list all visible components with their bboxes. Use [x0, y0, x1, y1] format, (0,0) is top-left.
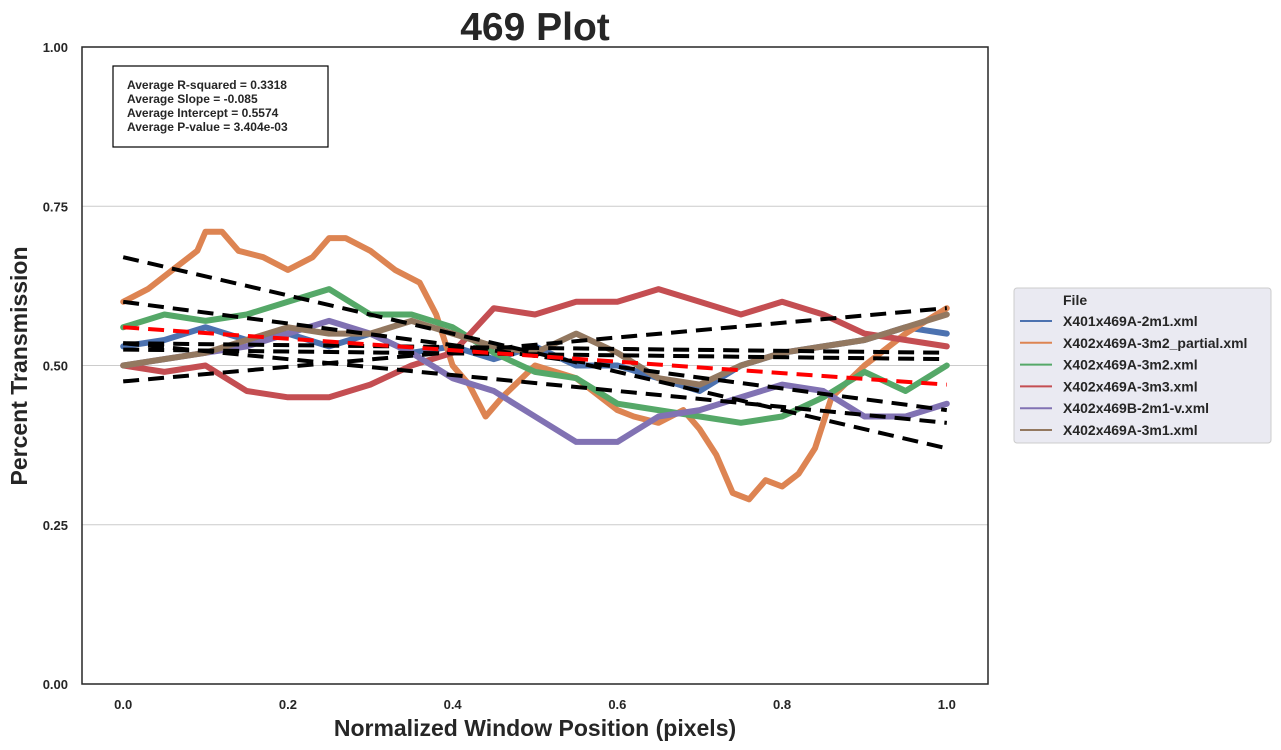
series-line: [120, 286, 950, 426]
x-tick-label: 0.2: [279, 697, 297, 712]
stats-box-frame: [112, 65, 329, 148]
chart-title: 469 Plot: [460, 6, 610, 49]
fit-line: [122, 341, 948, 425]
x-tick-label: 0.0: [114, 697, 132, 712]
y-tick-label: 0.00: [43, 677, 68, 692]
average-fit-line: [123, 325, 947, 387]
legend-entries: X401x469A-2m1.xml X402x469A-3m2_partial.x…: [1020, 313, 1247, 438]
stats-box: Average R-squared = 0.3318 Average Slope…: [112, 65, 329, 148]
stat-p-value: Average P-value = 3.404e-03: [127, 120, 288, 134]
series-line: [120, 228, 950, 503]
fit-line: [122, 255, 948, 451]
legend-entry-label: X401x469A-2m1.xml: [1063, 313, 1198, 329]
fit-line: [123, 306, 947, 384]
series-line: [120, 286, 950, 401]
legend-entry-label: X402x469A-3m2_partial.xml: [1063, 335, 1247, 351]
y-axis-label: Percent Transmission: [6, 246, 32, 485]
stat-slope: Average Slope = -0.085: [127, 92, 258, 106]
series-line: [120, 317, 950, 445]
legend-entry-label: X402x469A-3m2.xml: [1063, 357, 1198, 373]
legend-entry-label: X402x469B-2m1-v.xml: [1063, 400, 1209, 416]
legend: File X401x469A-2m1.xml X402x469A-3m2_part…: [1013, 287, 1272, 444]
legend-entry-label: X402x469A-3m3.xml: [1063, 378, 1198, 394]
legend-entry-label: X402x469A-3m1.xml: [1063, 422, 1198, 438]
y-tick-label: 0.50: [43, 359, 68, 374]
legend-frame: [1013, 287, 1272, 444]
fit-line: [123, 341, 947, 355]
y-tick-label: 0.25: [43, 518, 68, 533]
x-tick-label: 0.8: [773, 697, 791, 712]
x-tick-label: 0.4: [444, 697, 463, 712]
x-axis-label: Normalized Window Position (pixels): [334, 715, 736, 741]
y-tick-label: 0.75: [43, 199, 68, 214]
stat-r-squared: Average R-squared = 0.3318: [127, 78, 287, 92]
plot-frame: [81, 46, 989, 685]
x-tick-label: 0.6: [608, 697, 626, 712]
y-ticks: 0.00 0.25 0.50 0.75 1.00: [43, 40, 68, 692]
stat-intercept: Average Intercept = 0.5574: [127, 106, 279, 120]
x-tick-label: 1.0: [938, 697, 956, 712]
fit-layer: [122, 255, 948, 451]
y-tick-label: 1.00: [43, 40, 68, 55]
x-ticks: 0.0 0.2 0.4 0.6 0.8 1.0: [114, 697, 956, 712]
legend-title: File: [1063, 292, 1087, 308]
